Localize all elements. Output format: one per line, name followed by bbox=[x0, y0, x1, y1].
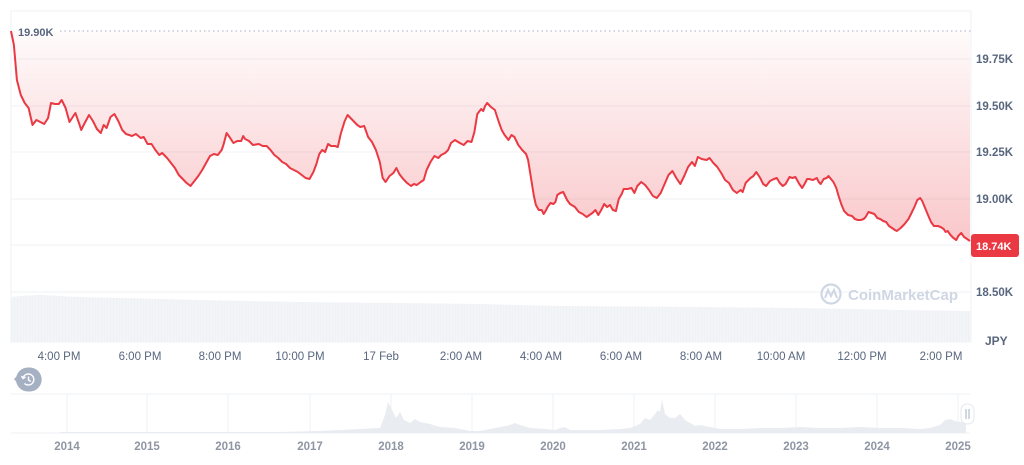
svg-text:2022: 2022 bbox=[702, 441, 728, 453]
last-price-badge: 18.74K bbox=[971, 234, 1019, 257]
svg-text:10:00 AM: 10:00 AM bbox=[757, 351, 806, 363]
svg-text:4:00 PM: 4:00 PM bbox=[38, 351, 81, 363]
volume-bars bbox=[11, 295, 971, 342]
svg-text:2021: 2021 bbox=[621, 441, 647, 453]
svg-text:2:00 PM: 2:00 PM bbox=[920, 351, 963, 363]
svg-text:2018: 2018 bbox=[378, 441, 404, 453]
svg-text:10:00 PM: 10:00 PM bbox=[275, 351, 324, 363]
svg-text:19.00K: 19.00K bbox=[976, 194, 1014, 206]
svg-text:2020: 2020 bbox=[540, 441, 566, 453]
navigator[interactable] bbox=[11, 393, 975, 434]
svg-text:18.74K: 18.74K bbox=[976, 241, 1012, 253]
history-icon bbox=[20, 373, 35, 386]
svg-text:8:00 AM: 8:00 AM bbox=[680, 351, 722, 363]
svg-text:18.50K: 18.50K bbox=[976, 287, 1014, 299]
svg-text:2016: 2016 bbox=[215, 441, 241, 453]
svg-text:2015: 2015 bbox=[134, 441, 160, 453]
history-button[interactable] bbox=[14, 367, 42, 392]
currency-label: JPY bbox=[985, 334, 1008, 348]
svg-text:19.75K: 19.75K bbox=[976, 54, 1014, 66]
svg-text:2014: 2014 bbox=[54, 441, 80, 453]
svg-text:19.50K: 19.50K bbox=[976, 101, 1014, 113]
navigator-x-axis: 2014 2015 2016 2017 2018 2019 2020 2021 … bbox=[54, 441, 971, 453]
svg-text:12:00 PM: 12:00 PM bbox=[837, 351, 886, 363]
svg-text:2023: 2023 bbox=[783, 441, 809, 453]
price-area bbox=[11, 31, 970, 241]
svg-text:19.25K: 19.25K bbox=[976, 147, 1014, 159]
price-line bbox=[10, 30, 971, 242]
navigator-handle[interactable] bbox=[960, 403, 975, 425]
svg-text:CoinMarketCap: CoinMarketCap bbox=[848, 287, 958, 304]
coinmarketcap-logo-icon bbox=[820, 283, 842, 305]
open-price-label: 19.90K bbox=[18, 27, 54, 39]
coinmarketcap-watermark: CoinMarketCap bbox=[820, 283, 958, 305]
navigator-area bbox=[60, 399, 966, 433]
svg-text:2:00 AM: 2:00 AM bbox=[440, 351, 482, 363]
navigator-year-gridlines bbox=[66, 394, 959, 433]
svg-text:6:00 PM: 6:00 PM bbox=[119, 351, 162, 363]
x-axis: 4:00 PM 6:00 PM 8:00 PM 10:00 PM 17 Feb … bbox=[38, 351, 963, 363]
svg-text:2019: 2019 bbox=[459, 441, 485, 453]
svg-text:6:00 AM: 6:00 AM bbox=[600, 351, 642, 363]
svg-text:2025: 2025 bbox=[945, 441, 971, 453]
svg-text:8:00 PM: 8:00 PM bbox=[199, 351, 242, 363]
svg-text:2017: 2017 bbox=[297, 441, 323, 453]
svg-text:2024: 2024 bbox=[864, 441, 890, 453]
y-axis: 19.75K 19.50K 19.25K 19.00K 18.50K bbox=[976, 54, 1014, 299]
svg-text:17 Feb: 17 Feb bbox=[363, 351, 399, 363]
svg-text:4:00 AM: 4:00 AM bbox=[520, 351, 562, 363]
